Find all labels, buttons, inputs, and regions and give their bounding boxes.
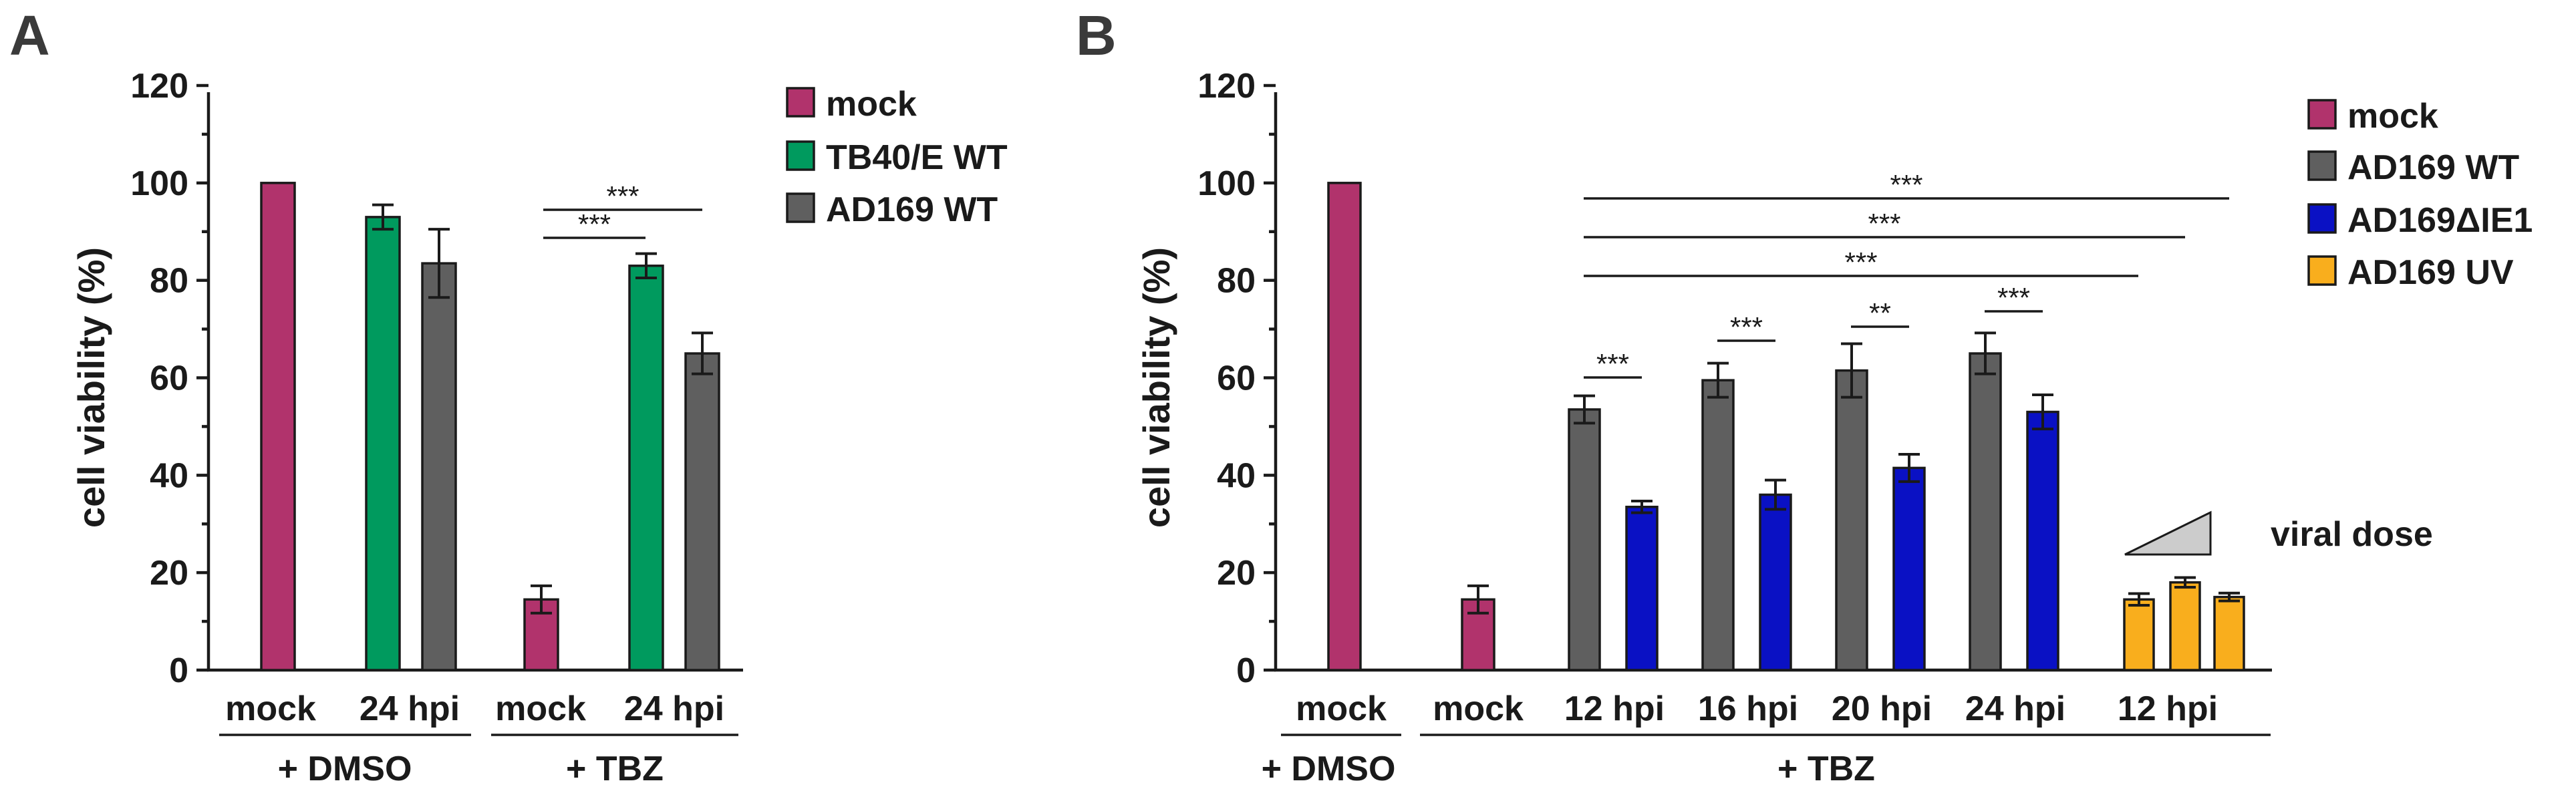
bar [684, 352, 720, 671]
significance-label: *** [1596, 348, 1629, 379]
legend-swatch [2307, 255, 2337, 286]
bar [2026, 410, 2059, 671]
bar [1969, 352, 2002, 671]
bar [1327, 182, 1362, 671]
panel-a-group-label: + TBZ [566, 750, 664, 788]
legend-label: AD169ΔIE1 [2347, 201, 2533, 240]
y-tick-label: 60 [150, 359, 188, 398]
y-tick-label: 60 [1217, 359, 1256, 398]
panel-b-category-label: 24 hpi [1965, 689, 2065, 728]
panel-a-category-label: 24 hpi [360, 689, 460, 728]
y-tick-label: 80 [1217, 262, 1256, 301]
y-tick-label: 100 [1197, 164, 1256, 203]
legend-swatch [2307, 203, 2337, 234]
panel-b-category-label: 20 hpi [1832, 689, 1932, 728]
legend-label: AD169 WT [2347, 148, 2519, 187]
significance-label: ** [1869, 297, 1891, 329]
legend-label: mock [826, 85, 917, 124]
panel-a: A cell viability (%) 0 20 40 60 80 100 120 ***… [9, 4, 1008, 788]
panel-b-group-label: + TBZ [1777, 750, 1875, 788]
y-tick-label: 40 [1217, 456, 1256, 495]
panel-b-category-label: mock [1296, 689, 1387, 728]
y-tick-label: 100 [130, 164, 188, 203]
panel-a-category-label: 24 hpi [624, 689, 724, 728]
bar [1701, 379, 1735, 671]
legend-swatch [2307, 99, 2337, 130]
bar [1625, 505, 1659, 671]
panel-a-category-label: mock [225, 689, 316, 728]
legend-swatch [786, 192, 815, 223]
y-tick-label: 40 [150, 456, 188, 495]
y-tick-label: 80 [150, 262, 188, 301]
significance-label: *** [578, 208, 611, 240]
legend-label: TB40/E WT [826, 138, 1008, 177]
y-tick-label: 20 [1217, 554, 1256, 593]
y-tick-label: 120 [130, 67, 188, 106]
bar [1892, 466, 1926, 671]
significance-label: *** [606, 180, 639, 212]
bar [2123, 598, 2155, 671]
panel-b-category-label: mock [1433, 689, 1524, 728]
significance-label: *** [1868, 208, 1900, 239]
panel-b-category-label: 12 hpi [1564, 689, 1665, 728]
significance-label: *** [1890, 169, 1922, 200]
significance-label: *** [1997, 282, 2030, 313]
legend-label: AD169 UV [2347, 253, 2514, 292]
bar [2169, 581, 2201, 671]
panel-b-legend: mock AD169 WT AD169ΔIE1 AD169 UV [2307, 97, 2533, 292]
panel-b-y-axis-title: cell viability (%) [1135, 247, 1177, 528]
bar [628, 265, 664, 671]
legend-label: AD169 WT [826, 190, 998, 229]
panel-b-letter: B [1076, 4, 1117, 67]
legend-label: mock [2347, 97, 2438, 136]
significance-label: *** [1844, 247, 1877, 278]
panel-b-category-label: 16 hpi [1698, 689, 1798, 728]
y-tick-label: 20 [150, 554, 188, 593]
viral-dose-label: viral dose [2271, 515, 2433, 554]
panel-a-group-label: + DMSO [278, 750, 412, 788]
panel-a-letter: A [9, 4, 50, 67]
bar [421, 262, 457, 671]
bar [260, 182, 296, 671]
legend-swatch [2307, 150, 2337, 181]
significance-label: *** [1730, 311, 1763, 343]
panel-a-y-axis-title: cell viability (%) [70, 247, 112, 528]
bar [1568, 408, 1601, 671]
bar [1835, 369, 1868, 671]
bar [365, 216, 401, 671]
panel-a-category-label: mock [495, 689, 586, 728]
y-tick-label: 0 [1236, 651, 1256, 690]
y-tick-label: 120 [1197, 67, 1256, 106]
bar [2213, 595, 2245, 671]
panel-a-legend: mock TB40/E WT AD169 WT [786, 85, 1008, 229]
viral-dose-triangle [2124, 510, 2212, 556]
bar [1759, 493, 1792, 671]
panel-b-group-label: + DMSO [1262, 750, 1396, 788]
panel-b-category-label: 12 hpi [2118, 689, 2218, 728]
legend-swatch [786, 87, 815, 118]
y-tick-label: 0 [169, 651, 188, 690]
legend-swatch [786, 140, 815, 171]
